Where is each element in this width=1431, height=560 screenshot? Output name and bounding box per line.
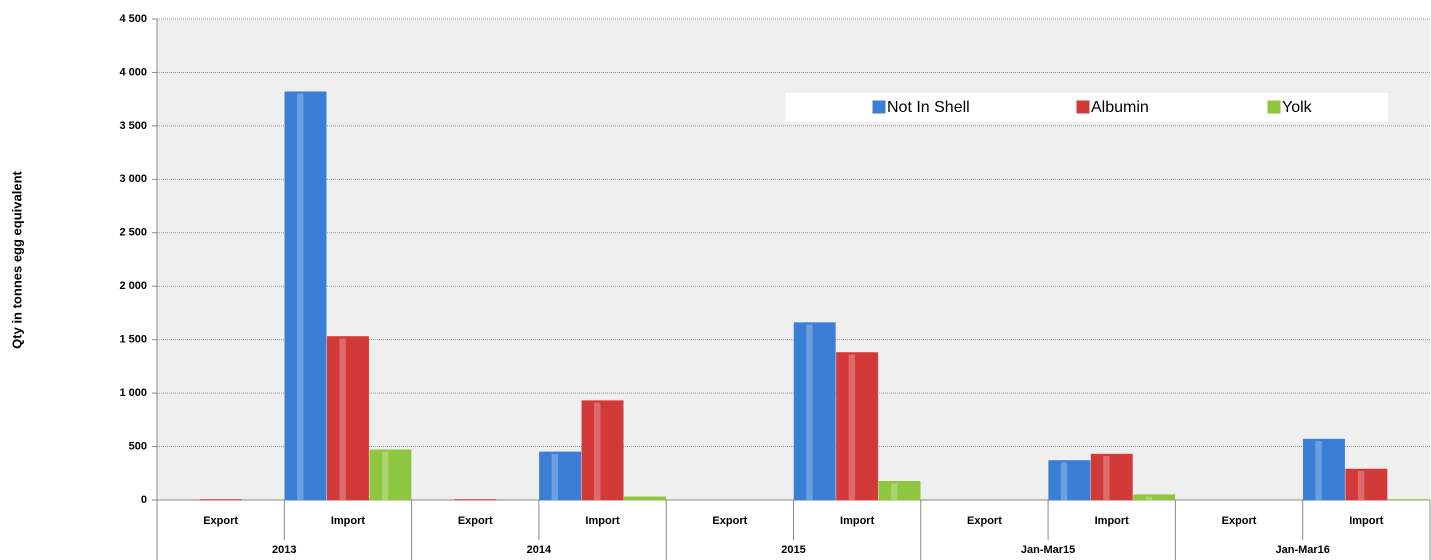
bar-highlight — [1145, 496, 1153, 500]
x-tick-label: Import — [1349, 515, 1384, 527]
legend-label: Not In Shell — [887, 99, 970, 116]
legend-swatch — [1267, 100, 1281, 114]
group-label: 2013 — [272, 544, 296, 556]
bar — [1387, 499, 1430, 501]
bar — [793, 322, 836, 501]
y-axis-title: Qty in tonnes egg equivalent — [9, 170, 24, 348]
y-tick-label: 3 500 — [119, 120, 147, 132]
y-tick-label: 4 000 — [119, 66, 147, 78]
bar-highlight — [297, 93, 304, 500]
y-tick-label: 4 500 — [119, 13, 147, 25]
bar — [836, 352, 879, 501]
x-tick-label: Export — [458, 515, 493, 527]
bar — [1302, 438, 1345, 501]
bar — [284, 91, 327, 501]
bar-highlight — [1357, 471, 1365, 500]
legend-label: Albumin — [1091, 99, 1149, 116]
bar-highlight — [1103, 456, 1110, 500]
bar-highlight — [339, 338, 346, 500]
x-tick-label: Import — [585, 515, 620, 527]
bar-highlight — [551, 453, 558, 500]
x-tick-label: Export — [712, 515, 747, 527]
bar — [1048, 460, 1091, 501]
y-tick-label: 2 000 — [119, 280, 147, 292]
bar — [369, 449, 412, 501]
x-tick-label: Import — [1095, 515, 1130, 527]
bar-highlight — [381, 451, 389, 500]
x-tick-label: Export — [1222, 515, 1257, 527]
y-tick-label: 0 — [141, 494, 147, 506]
bar-highlight — [594, 402, 601, 500]
bar — [624, 496, 666, 501]
bar-highlight — [891, 483, 898, 500]
bar-highlight — [1315, 441, 1322, 500]
x-tick-label: Import — [331, 515, 366, 527]
bar — [199, 499, 242, 501]
legend-label: Yolk — [1282, 99, 1313, 116]
group-label: Jan-Mar16 — [1275, 544, 1329, 556]
bar — [454, 499, 497, 501]
bar — [1090, 453, 1133, 501]
group-label: 2014 — [527, 544, 552, 556]
bar — [878, 481, 921, 501]
y-tick-label: 1 500 — [119, 334, 147, 346]
y-tick-label: 1 000 — [119, 387, 147, 399]
y-tick-label: 3 000 — [119, 173, 147, 185]
group-label: 2015 — [781, 544, 805, 556]
bar-highlight — [806, 324, 813, 500]
bar — [581, 400, 624, 501]
group-label: Jan-Mar15 — [1021, 544, 1075, 556]
bar — [1133, 494, 1176, 501]
bar-highlight — [848, 354, 856, 500]
bar — [1345, 468, 1388, 501]
y-tick-label: 500 — [129, 440, 147, 452]
y-tick-label: 2 500 — [119, 227, 147, 239]
x-tick-label: Import — [840, 515, 875, 527]
bar — [326, 336, 369, 501]
legend-swatch — [1076, 100, 1090, 114]
x-tick-label: Export — [967, 515, 1002, 527]
x-tick-label: Export — [203, 515, 238, 527]
bar — [539, 451, 582, 501]
bar-highlight — [1060, 462, 1068, 500]
legend-swatch — [872, 100, 886, 114]
